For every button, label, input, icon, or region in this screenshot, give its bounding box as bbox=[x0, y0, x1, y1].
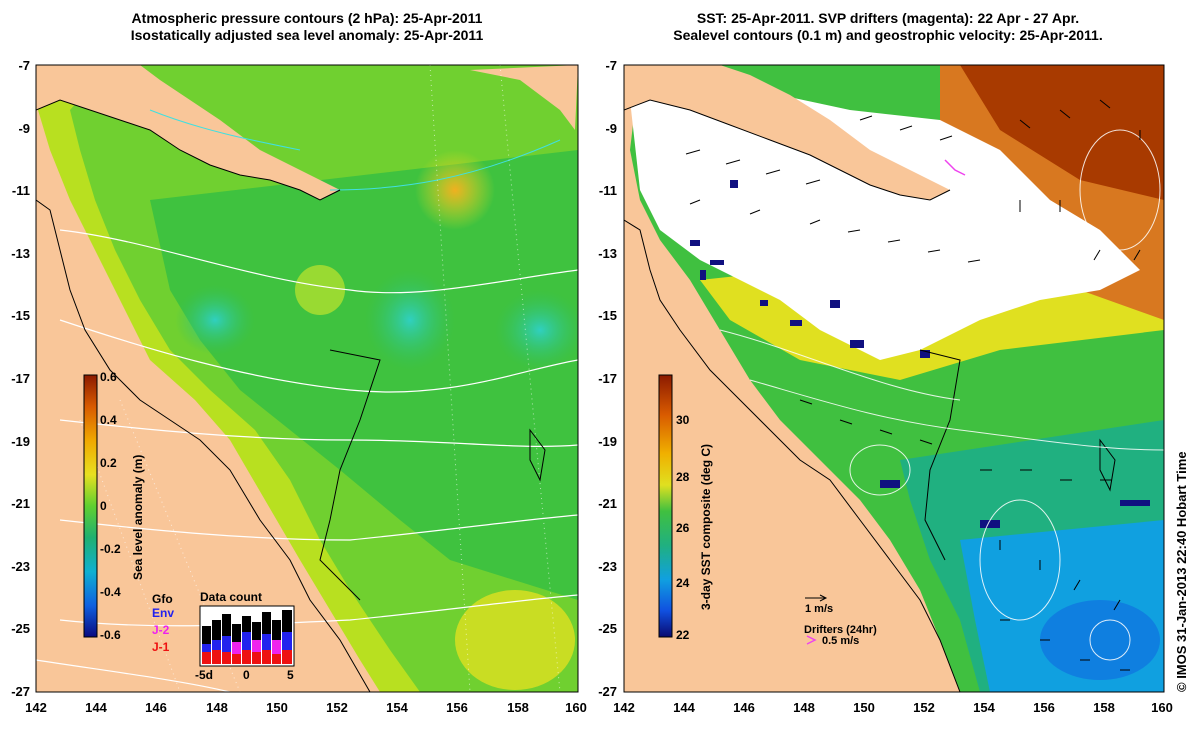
left-title-line2: Isostatically adjusted sea level anomaly… bbox=[130, 27, 484, 43]
lat-tick: -13 bbox=[11, 246, 30, 261]
sst-tick: 30 bbox=[676, 413, 690, 427]
drifter-arrow-icon bbox=[806, 635, 817, 645]
sla-tick: 0.4 bbox=[100, 413, 117, 427]
lon-tick: 142 bbox=[613, 700, 635, 715]
legend-gfo: Gfo bbox=[152, 592, 173, 606]
lat-tick: -13 bbox=[598, 246, 617, 261]
lat-tick: -7 bbox=[18, 58, 30, 73]
left-map-frame bbox=[35, 64, 579, 693]
lat-tick: -9 bbox=[605, 121, 617, 136]
sst-colorbar-ticks: 30 28 26 24 22 bbox=[676, 413, 690, 642]
left-title-line1: Atmospheric pressure contours (2 hPa): 2… bbox=[131, 10, 483, 26]
lon-tick: 154 bbox=[973, 700, 995, 715]
lat-tick: -11 bbox=[12, 183, 30, 198]
lat-tick: -21 bbox=[598, 496, 617, 511]
lon-tick: 156 bbox=[1033, 700, 1055, 715]
sla-tick: 0.6 bbox=[100, 370, 117, 384]
lat-tick: -9 bbox=[18, 121, 30, 136]
sla-tick: -0.4 bbox=[100, 585, 121, 599]
sla-colorbar bbox=[83, 374, 98, 638]
credit-text: © IMOS 31-Jan-2013 22:40 Hobart Time bbox=[1174, 451, 1189, 692]
right-title-line1: SST: 25-Apr-2011. SVP drifters (magenta)… bbox=[696, 10, 1080, 26]
lat-tick: -27 bbox=[11, 684, 30, 699]
lon-tick: 152 bbox=[913, 700, 935, 715]
lon-tick: 148 bbox=[206, 700, 228, 715]
lon-tick: 150 bbox=[266, 700, 288, 715]
sst-tick: 26 bbox=[676, 521, 690, 535]
legend-j2: J-2 bbox=[152, 623, 170, 637]
sst-tick: 24 bbox=[676, 576, 690, 590]
lat-tick: -19 bbox=[598, 434, 617, 449]
sst-colorbar-label: 3-day SST composite (deg C) bbox=[699, 444, 713, 610]
lat-tick: -15 bbox=[598, 308, 617, 323]
lat-tick: -23 bbox=[11, 559, 30, 574]
inset-xtick: 0 bbox=[243, 668, 250, 682]
right-lat-ticks: -7 -9 -11 -13 -15 -17 -19 -21 -23 -25 -2… bbox=[598, 58, 617, 699]
lon-tick: 146 bbox=[145, 700, 167, 715]
lon-tick: 158 bbox=[1093, 700, 1115, 715]
sla-colorbar-label: Sea level anomaly (m) bbox=[131, 455, 145, 580]
lon-tick: 144 bbox=[85, 700, 107, 715]
data-count-inset: Data count Gfo Env J-2 J-1 -5d 0 5 bbox=[152, 590, 295, 682]
sst-tick: 22 bbox=[676, 628, 690, 642]
lon-tick: 150 bbox=[853, 700, 875, 715]
lon-tick: 144 bbox=[673, 700, 695, 715]
lat-tick: -25 bbox=[11, 621, 30, 636]
lat-tick: -7 bbox=[605, 58, 617, 73]
lon-tick: 148 bbox=[793, 700, 815, 715]
drifter-track bbox=[944, 159, 966, 176]
lat-tick: -21 bbox=[11, 496, 30, 511]
sst-colorbar bbox=[658, 374, 673, 638]
sla-tick: 0 bbox=[100, 499, 107, 513]
lon-tick: 158 bbox=[507, 700, 529, 715]
sla-tick: -0.6 bbox=[100, 628, 121, 642]
left-lat-ticks: -7 -9 -11 -13 -15 -17 -19 -21 -23 -25 -2… bbox=[11, 58, 30, 699]
lon-tick: 142 bbox=[25, 700, 47, 715]
lon-tick: 160 bbox=[565, 700, 587, 715]
inset-xtick: -5d bbox=[195, 668, 213, 682]
lat-tick: -11 bbox=[599, 183, 617, 198]
right-map bbox=[624, 65, 1164, 692]
lon-tick: 152 bbox=[326, 700, 348, 715]
drifters-scale-label: 0.5 m/s bbox=[822, 635, 859, 647]
inset-title: Data count bbox=[200, 590, 262, 604]
left-map bbox=[36, 65, 578, 692]
lat-tick: -17 bbox=[11, 371, 30, 386]
lon-tick: 160 bbox=[1151, 700, 1173, 715]
drifters-legend: Drifters (24hr) 0.5 m/s bbox=[804, 624, 877, 647]
lon-tick: 154 bbox=[386, 700, 408, 715]
left-lon-ticks: 142 144 146 148 150 152 154 156 158 160 bbox=[25, 700, 587, 715]
right-map-frame bbox=[623, 64, 1165, 693]
sla-tick: 0.2 bbox=[100, 456, 117, 470]
lon-tick: 156 bbox=[446, 700, 468, 715]
legend-env: Env bbox=[152, 606, 174, 620]
sla-colorbar-ticks: 0.6 0.4 0.2 0 -0.2 -0.4 -0.6 bbox=[100, 370, 121, 642]
inset-xtick: 5 bbox=[287, 668, 294, 682]
lon-tick: 146 bbox=[733, 700, 755, 715]
lat-tick: -19 bbox=[11, 434, 30, 449]
lat-tick: -15 bbox=[11, 308, 30, 323]
velocity-scale: 1 m/s bbox=[805, 594, 833, 615]
lat-tick: -27 bbox=[598, 684, 617, 699]
sst-tick: 28 bbox=[676, 470, 690, 484]
right-title-line2: Sealevel contours (0.1 m) and geostrophi… bbox=[673, 27, 1103, 43]
velocity-scale-label: 1 m/s bbox=[805, 603, 833, 615]
legend-j1: J-1 bbox=[152, 640, 170, 654]
right-lon-ticks: 142 144 146 148 150 152 154 156 158 160 bbox=[613, 700, 1173, 715]
drifters-label: Drifters (24hr) bbox=[804, 624, 877, 636]
lat-tick: -23 bbox=[598, 559, 617, 574]
lat-tick: -17 bbox=[598, 371, 617, 386]
sla-tick: -0.2 bbox=[100, 542, 121, 556]
lat-tick: -25 bbox=[598, 621, 617, 636]
